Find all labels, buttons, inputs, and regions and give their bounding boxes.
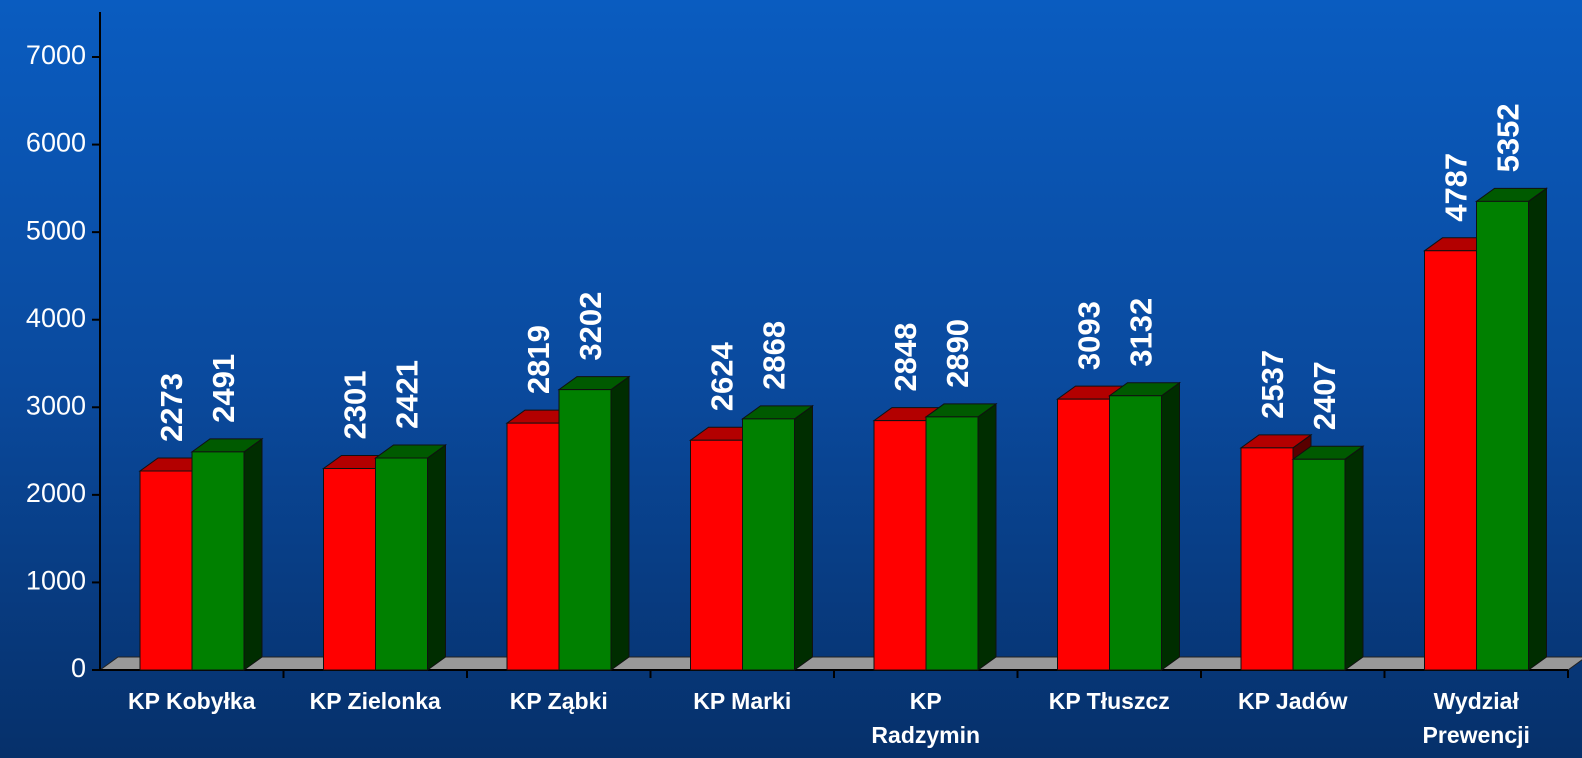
bar-front — [375, 457, 428, 671]
bar-side — [794, 404, 813, 671]
data-label: 5352 — [1491, 103, 1526, 172]
bar-front — [1476, 200, 1529, 671]
bar — [1107, 381, 1182, 671]
bar-front — [1292, 458, 1346, 671]
y-tick-label: 0 — [71, 653, 86, 683]
data-label: 4787 — [1439, 153, 1474, 222]
bar-front — [1109, 395, 1162, 671]
x-tick-label: KP Kobyłka — [128, 688, 256, 714]
data-label: 2624 — [705, 341, 740, 411]
bar — [1474, 187, 1549, 671]
bar-side — [1161, 381, 1180, 671]
bar-front — [1240, 447, 1294, 671]
bar-front — [690, 439, 743, 671]
bar-side — [610, 375, 630, 671]
data-label: 2421 — [390, 360, 425, 429]
x-tick-label: KP Jadów — [1238, 688, 1348, 714]
y-tick-label: 4000 — [26, 303, 86, 333]
x-tick-label: KP Marki — [693, 688, 792, 714]
bar-front — [323, 467, 376, 671]
bar — [190, 437, 264, 671]
bar — [1291, 445, 1365, 671]
x-tick-label: KP Tłuszcz — [1048, 688, 1170, 714]
x-tick-label: Wydział Prewencji — [1422, 688, 1530, 748]
data-label: 2491 — [206, 354, 241, 423]
y-tick-label: 2000 — [26, 478, 86, 508]
y-tick-label: 7000 — [26, 40, 86, 70]
bar — [373, 444, 448, 671]
bar-front — [742, 418, 795, 671]
data-label: 2848 — [888, 323, 923, 392]
data-label: 2407 — [1307, 361, 1342, 430]
data-label: 2890 — [940, 319, 975, 388]
bar — [924, 402, 998, 671]
y-tick-label: 1000 — [26, 566, 86, 596]
bar-front — [1424, 250, 1477, 671]
bar-front — [191, 451, 245, 671]
data-label: 3202 — [573, 292, 608, 361]
bar — [557, 375, 631, 671]
data-label: 2301 — [338, 371, 373, 440]
bar-front — [506, 422, 560, 671]
x-tick-label: KP Radzymin — [871, 688, 981, 748]
x-tick-label: KP Ząbki — [509, 688, 608, 714]
bar-front — [1057, 398, 1110, 671]
y-tick-label: 5000 — [26, 215, 86, 245]
y-tick-label: 3000 — [26, 390, 86, 420]
bar-side — [427, 444, 446, 671]
bar-side — [243, 437, 263, 671]
bar-side — [977, 402, 997, 671]
bar-front — [925, 416, 979, 671]
bar — [740, 404, 815, 671]
data-label: 3093 — [1072, 301, 1107, 370]
bar-front — [139, 470, 193, 671]
bar-front — [558, 389, 612, 671]
data-label: 2819 — [521, 325, 556, 394]
bar-side — [1344, 445, 1364, 671]
bar-side — [1528, 187, 1547, 671]
y-tick-label: 6000 — [26, 128, 86, 158]
data-label: 2537 — [1255, 350, 1290, 419]
bar-front — [873, 420, 927, 671]
data-label: 2273 — [154, 373, 189, 442]
data-label: 3132 — [1124, 298, 1159, 367]
data-label: 2868 — [757, 321, 792, 390]
x-tick-label: KP Zielonka — [309, 688, 441, 714]
